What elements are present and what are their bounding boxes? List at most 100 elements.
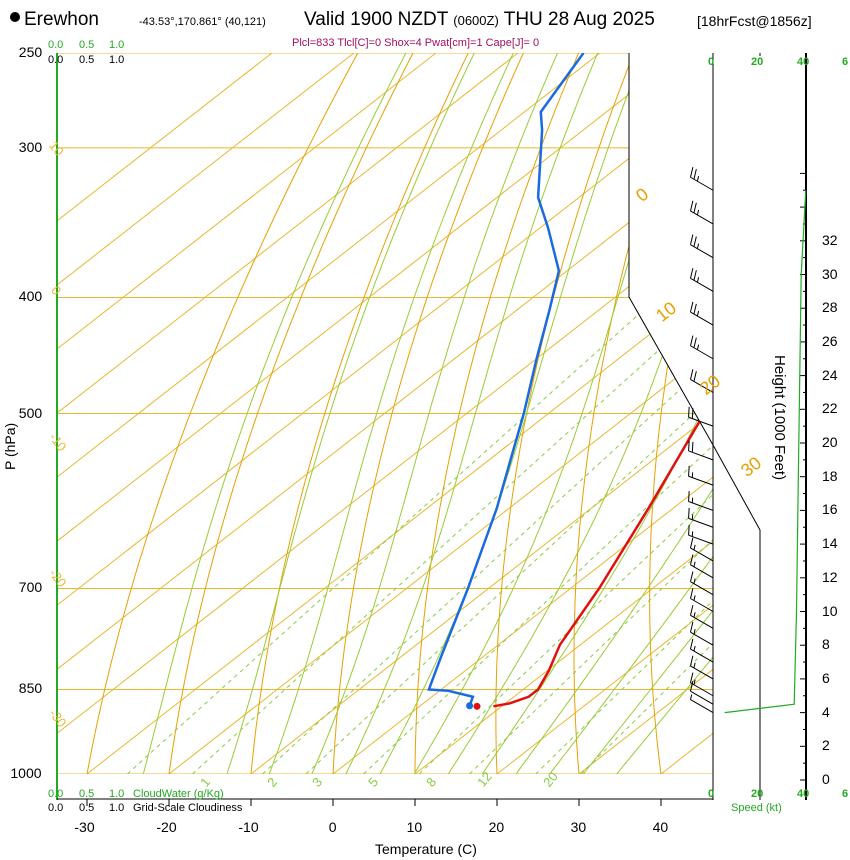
wind-barb-flag [689,268,694,279]
height-tick-label: 2 [822,737,830,754]
wind-barb-staff [690,311,714,326]
wind-barb-staff [690,665,714,680]
wind-barb-flag [689,605,694,616]
cloudiness-bottom-0: 0.0 [48,802,64,814]
mixing-ratio-line [192,297,713,774]
params-line: Plcl=833 Tlcl[C]=0 Shox=4 Pwat[cm]=1 Cap… [292,37,540,49]
x-tick-label: 40 [652,819,669,835]
speed-axis-title: Speed (kt) [731,802,782,814]
wind-barb-staff [688,534,714,545]
height-tick-label: 0 [822,771,830,787]
wind-barb-staff [690,564,714,579]
wind-barb [689,588,714,612]
x-tick-label: 30 [570,819,587,835]
wind-barb-staff [690,547,714,562]
isotherm-line [57,53,519,774]
wind-barb-flag [688,507,690,519]
valid-date: THU 28 Aug 2025 [503,9,655,30]
height-tick-label: 12 [822,568,838,585]
wind-barb-half [696,310,700,317]
wind-barb-flag [689,621,694,633]
isotherm-line [57,53,273,774]
mixing-ratio-line [262,297,713,774]
dry-adiabat-line [165,53,425,774]
wind-barb [689,638,714,663]
wind-barb-flag [693,270,697,281]
isotherm-line [57,53,355,774]
speed-tick-top-0: 0 [708,56,715,68]
isotherm-line [57,53,683,774]
height-tick-label: 4 [822,703,830,720]
skew-border-line [712,444,761,531]
cloudwater-top-0: 0.0 [48,39,64,51]
wind-barb-flag [689,680,694,692]
wind-barb-flag [688,524,690,536]
utc-time: (0600Z) [453,13,499,28]
moist-adiabat-line [259,53,524,774]
wind-barb-flag [689,335,694,346]
wind-barb [688,440,714,461]
dry-adiabat-line [649,53,713,774]
wind-barb [689,680,714,705]
height-tick-label: 22 [822,400,838,417]
wind-barb [689,655,714,680]
moist-adiabat-line [332,53,608,774]
wind-barb-staff [688,416,714,427]
pressure-tick-label: 250 [18,44,43,60]
wind-barb [689,537,714,562]
dry-adiabat-line [82,53,370,774]
isotherm-line [57,53,713,774]
wind-barb [689,369,714,393]
wind-barb-half [693,629,696,635]
moist-adiabat-line [464,53,713,774]
height-tick-label: 30 [822,265,838,282]
isotherm-line [57,53,601,774]
wind-barb-half [696,277,700,283]
wind-barb-staff [690,379,714,393]
wind-barb-flag [689,537,694,549]
cloudwater-top-2: 1.0 [109,39,125,51]
wind-barb-staff [690,244,714,259]
isotherm-line [414,53,713,774]
mixing-ratio-line [305,297,713,774]
wind-barb-half [696,344,700,350]
x-tick-label: -20 [156,819,177,835]
wind-barb-flag [689,369,694,380]
pressure-tick-label: 400 [18,288,43,305]
height-tick-label: 20 [822,434,838,450]
wind-barb-flag [689,166,694,178]
wind-barb-staff [690,598,714,612]
dry-adiabat-line [331,53,534,774]
dewpoint-profile [427,53,585,707]
moist-adiabat-line [529,53,713,774]
wind-barb-flag [689,638,694,650]
forecast-info: [18hrFcst@1856z] [697,13,812,29]
wind-barb-half [693,595,696,601]
x-tick-label: -10 [238,819,259,835]
moist-adiabat-line [595,53,713,774]
speed-tick-bottom-2: 40 [797,788,810,800]
moist-adiabat-line [136,53,418,774]
height-tick-label: 10 [822,602,838,619]
x-axis-title: Temperature (C) [375,841,477,857]
cloudwater-title: CloudWater (g/Kg) [133,788,224,800]
wind-barb-half [696,176,700,182]
surface-dewpoint-marker [466,702,474,710]
station-name: Erewhon [24,9,99,30]
wind-barb-half [689,694,693,700]
pressure-tick-label: 300 [18,138,43,155]
wind-barb [688,524,714,545]
wind-barb-flag [689,554,694,565]
wind-barb-flag [689,301,694,313]
wind-barb [689,335,714,360]
pressure-tick-label: 500 [18,404,43,421]
wind-barb-half [693,662,696,669]
speed-tick-top-1: 20 [751,56,764,68]
cloudwater-bottom-0: 0.0 [48,788,64,800]
wind-barb-flag [693,168,697,180]
wind-barb-flag [689,234,694,245]
wind-barb [689,301,714,326]
wind-barb-flag [691,408,694,419]
wind-barb [689,268,714,292]
wind-barb-staff [688,475,714,486]
